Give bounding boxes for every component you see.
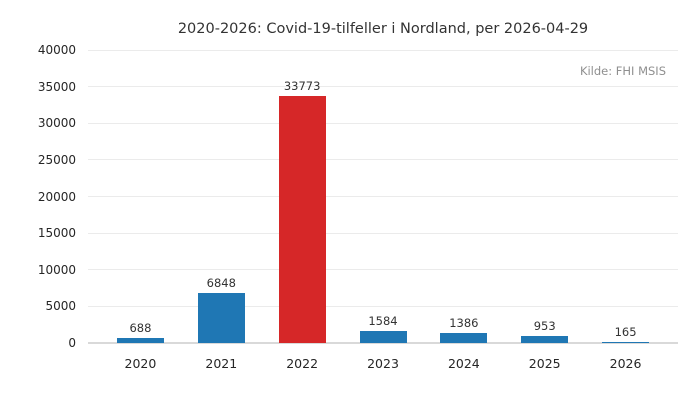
- gridline: [88, 122, 678, 124]
- x-axis-tick-label: 2026: [609, 356, 642, 371]
- bar-value-label: 953: [533, 319, 556, 334]
- gridline: [88, 269, 678, 271]
- bar: [521, 336, 569, 343]
- gridline: [88, 86, 678, 88]
- bar: [116, 337, 164, 343]
- y-axis-tick-label: 20000: [37, 189, 76, 204]
- gridline: [88, 159, 678, 161]
- bar: [602, 341, 650, 343]
- y-axis-tick-label: 35000: [37, 79, 76, 94]
- gridline: [88, 305, 678, 307]
- x-axis-line: [88, 342, 678, 344]
- bar-value-label: 1386: [449, 315, 479, 330]
- bar-value-label: 6848: [206, 275, 236, 290]
- y-axis-tick-label: 5000: [45, 299, 76, 314]
- x-axis-tick-label: 2024: [447, 356, 480, 371]
- y-axis-tick-label: 30000: [37, 116, 76, 131]
- bar: [440, 332, 488, 343]
- bar-value-label: 165: [614, 324, 637, 339]
- x-axis-tick-label: 2021: [205, 356, 238, 371]
- bar-value-label: 33773: [283, 78, 321, 93]
- bar-value-label: 688: [129, 320, 152, 335]
- y-axis-tick-label: 15000: [37, 226, 76, 241]
- bar: [359, 331, 407, 343]
- bar: [278, 95, 326, 343]
- plot-area: 0 5000 10000 15000 20000 25000 30000 35000 40000…: [38, 43, 678, 371]
- gridline: [88, 232, 678, 234]
- x-axis-tick-label: 2022: [286, 356, 319, 371]
- x-axis-tick-label: 2020: [124, 356, 157, 371]
- x-axis-tick-label: 2025: [528, 356, 561, 371]
- chart-title: 2020-2026: Covid-19-tilfeller i Nordland…: [177, 21, 589, 37]
- gridline: [88, 196, 678, 197]
- bar: [197, 292, 245, 343]
- y-axis-tick-label: 10000: [37, 262, 76, 277]
- bar-value-label: 1584: [368, 314, 398, 329]
- x-axis-tick-label: 2023: [367, 356, 399, 371]
- source-label: Kilde: FHI MSIS: [579, 64, 666, 78]
- gridline: [88, 49, 678, 51]
- y-axis-tick-label: 40000: [37, 43, 76, 57]
- y-axis-tick-label: 25000: [37, 152, 76, 167]
- y-axis-tick-label: 0: [68, 336, 76, 350]
